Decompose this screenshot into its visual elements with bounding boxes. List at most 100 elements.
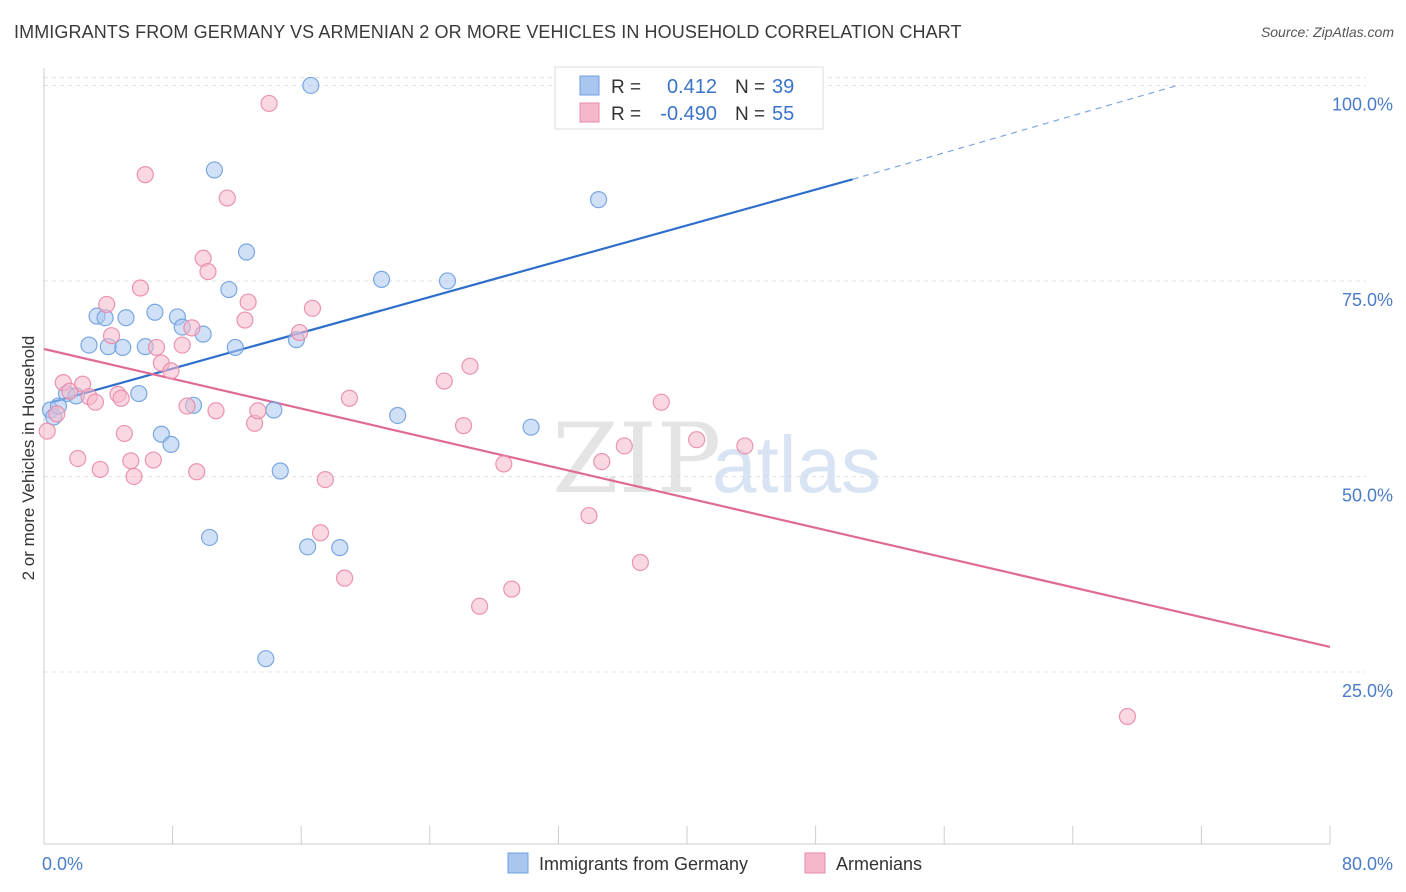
axes-layer bbox=[43, 68, 1331, 845]
legend-r-value-germany: 0.412 bbox=[667, 76, 717, 98]
point-armenians-1 bbox=[48, 405, 66, 423]
point-germany-19 bbox=[200, 528, 219, 547]
grid-layer bbox=[44, 77, 1366, 673]
watermark: ZIP atlas bbox=[552, 403, 881, 515]
point-armenians-42 bbox=[461, 357, 479, 375]
trend-layer bbox=[43, 84, 1331, 649]
legend-n-label-armenians: N = bbox=[735, 104, 765, 125]
legend-r-label-armenians: R = bbox=[611, 104, 641, 125]
trend-line-0 bbox=[51, 178, 853, 404]
point-armenians-43 bbox=[471, 597, 489, 615]
watermark-zip: ZIP bbox=[552, 403, 721, 515]
point-germany-30 bbox=[331, 539, 349, 557]
point-germany-21 bbox=[220, 280, 238, 299]
point-germany-35 bbox=[589, 191, 608, 209]
point-germany-22 bbox=[226, 338, 244, 357]
point-germany-9 bbox=[117, 309, 135, 327]
point-armenians-21 bbox=[173, 336, 191, 354]
point-armenians-48 bbox=[615, 437, 633, 455]
x-tick-label-max: 80.0% bbox=[1342, 854, 1393, 874]
point-germany-14 bbox=[162, 435, 180, 453]
point-armenians-4 bbox=[69, 449, 87, 468]
point-armenians-10 bbox=[102, 327, 121, 345]
legend-n-value-armenians: 55 bbox=[772, 103, 794, 125]
point-armenians-50 bbox=[652, 393, 670, 411]
point-armenians-35 bbox=[290, 323, 309, 342]
point-germany-8 bbox=[114, 338, 132, 357]
point-germany-26 bbox=[271, 462, 289, 480]
watermark-atlas: atlas bbox=[712, 420, 881, 509]
point-germany-23 bbox=[237, 243, 256, 261]
point-germany-33 bbox=[438, 272, 457, 290]
point-armenians-22 bbox=[178, 397, 196, 415]
point-germany-34 bbox=[522, 418, 540, 436]
legend-r-label-germany: R = bbox=[611, 77, 641, 98]
legend-n-label-germany: N = bbox=[735, 77, 765, 98]
point-armenians-9 bbox=[98, 295, 116, 314]
point-armenians-44 bbox=[495, 455, 513, 473]
point-armenians-18 bbox=[147, 338, 166, 357]
y-axis-label: 2 or more Vehicles in Household bbox=[19, 336, 38, 581]
point-armenians-8 bbox=[91, 460, 109, 479]
point-germany-29 bbox=[302, 76, 320, 95]
point-armenians-36 bbox=[311, 524, 330, 542]
x-tick-label-min: 0.0% bbox=[42, 854, 83, 874]
point-germany-24 bbox=[257, 650, 275, 668]
point-armenians-40 bbox=[435, 372, 453, 390]
point-armenians-15 bbox=[131, 279, 150, 297]
point-armenians-37 bbox=[316, 470, 334, 489]
trend-line-extension-0 bbox=[852, 84, 1178, 180]
bottom-legend-swatch-germany bbox=[507, 852, 529, 874]
point-armenians-24 bbox=[188, 463, 206, 481]
points-layer bbox=[38, 76, 1137, 726]
point-armenians-49 bbox=[631, 553, 649, 572]
point-armenians-26 bbox=[199, 262, 217, 281]
point-armenians-13 bbox=[122, 452, 140, 470]
bottom-legend: Immigrants from Germany Armenians bbox=[507, 852, 922, 874]
point-armenians-41 bbox=[454, 417, 473, 435]
point-germany-20 bbox=[205, 161, 223, 179]
bottom-legend-label-germany: Immigrants from Germany bbox=[539, 854, 748, 874]
point-armenians-17 bbox=[144, 451, 162, 469]
point-armenians-34 bbox=[303, 299, 322, 317]
point-germany-25 bbox=[265, 401, 283, 419]
point-armenians-33 bbox=[260, 94, 278, 113]
point-germany-32 bbox=[389, 406, 407, 425]
chart-title: IMMIGRANTS FROM GERMANY VS ARMENIAN 2 OR… bbox=[14, 22, 962, 42]
point-armenians-51 bbox=[688, 431, 706, 449]
top-legend-box bbox=[554, 66, 824, 130]
point-armenians-14 bbox=[125, 467, 143, 486]
point-armenians-38 bbox=[336, 569, 354, 587]
point-armenians-12 bbox=[115, 424, 133, 443]
bottom-legend-label-armenians: Armenians bbox=[836, 854, 922, 874]
point-armenians-29 bbox=[236, 311, 254, 329]
legend-swatch-germany bbox=[579, 75, 600, 96]
point-armenians-39 bbox=[340, 389, 359, 407]
y-tick-label-0: 100.0% bbox=[1332, 94, 1393, 114]
point-armenians-46 bbox=[580, 506, 598, 525]
legend-n-value-germany: 39 bbox=[772, 76, 794, 98]
point-armenians-52 bbox=[736, 437, 754, 455]
point-germany-12 bbox=[146, 303, 164, 321]
point-armenians-54 bbox=[112, 389, 130, 407]
point-germany-28 bbox=[299, 538, 317, 556]
y-tick-labels: 100.0% 75.0% 50.0% 25.0% bbox=[1332, 94, 1393, 701]
point-armenians-30 bbox=[239, 293, 257, 311]
top-legend: R = 0.412 N = 39 R = -0.490 N = 55 bbox=[554, 66, 824, 130]
point-germany-31 bbox=[372, 270, 391, 288]
point-armenians-28 bbox=[218, 189, 236, 207]
point-armenians-47 bbox=[593, 453, 611, 471]
legend-r-value-armenians: -0.490 bbox=[660, 103, 717, 125]
point-armenians-16 bbox=[136, 166, 154, 184]
y-tick-label-3: 25.0% bbox=[1342, 681, 1393, 701]
y-tick-label-2: 50.0% bbox=[1342, 485, 1393, 505]
legend-swatch-armenians bbox=[579, 102, 600, 123]
point-armenians-53 bbox=[1118, 707, 1137, 726]
point-armenians-7 bbox=[86, 393, 105, 411]
point-armenians-27 bbox=[207, 402, 225, 420]
chart-source: Source: ZipAtlas.com bbox=[1260, 24, 1394, 40]
trend-line-1 bbox=[43, 347, 1331, 649]
y-tick-label-1: 75.0% bbox=[1342, 290, 1393, 310]
point-armenians-23 bbox=[183, 319, 201, 337]
